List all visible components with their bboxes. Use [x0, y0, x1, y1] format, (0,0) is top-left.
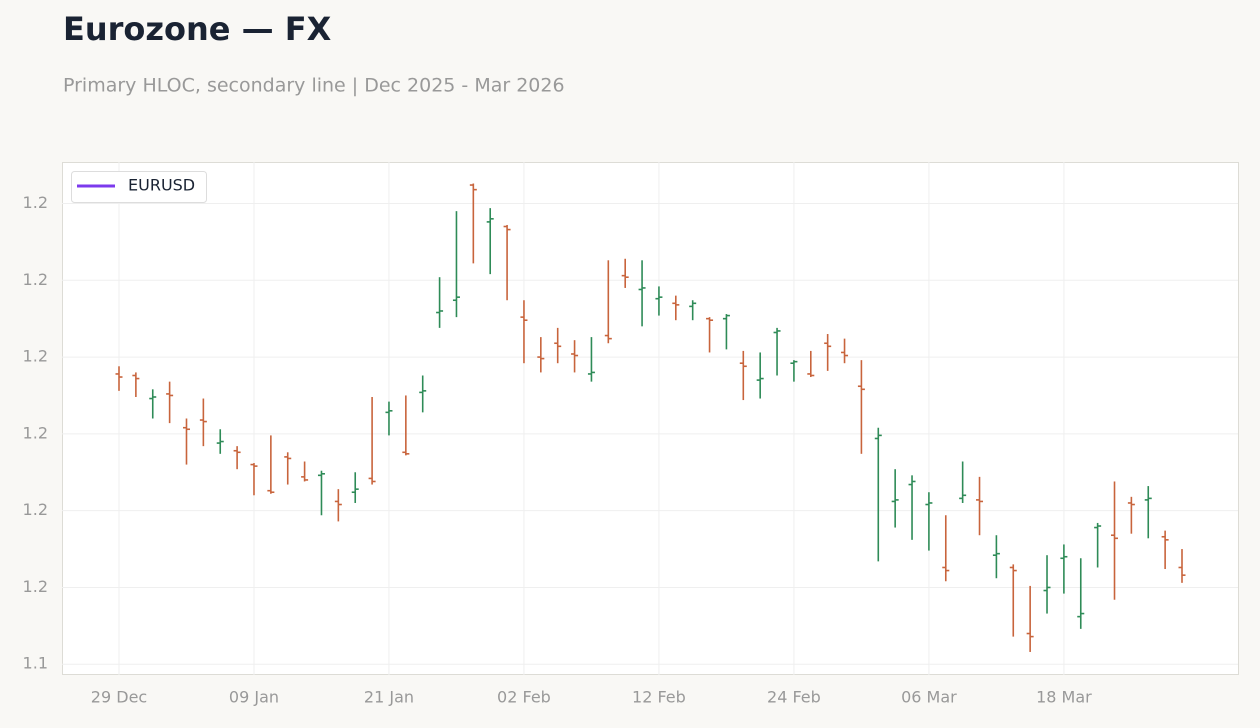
y-tick-label: 1.2	[23, 193, 48, 212]
y-tick-label: 1.2	[23, 347, 48, 366]
y-tick-label: 1.2	[23, 270, 48, 289]
x-tick-label: 09 Jan	[229, 688, 279, 707]
y-tick-label: 1.1	[23, 654, 48, 673]
chart-title: Eurozone — FX	[63, 10, 332, 48]
y-tick-label: 1.2	[23, 577, 48, 596]
legend-label: EURUSD	[128, 176, 195, 195]
x-tick-label: 21 Jan	[364, 688, 414, 707]
x-tick-label: 06 Mar	[901, 688, 957, 707]
y-tick-label: 1.2	[23, 423, 48, 442]
chart-subtitle: Primary HLOC, secondary line | Dec 2025 …	[63, 75, 565, 97]
x-tick-label: 29 Dec	[91, 688, 147, 707]
x-tick-label: 12 Feb	[632, 688, 686, 707]
x-tick-label: 18 Mar	[1036, 688, 1092, 707]
x-tick-label: 02 Feb	[497, 688, 551, 707]
y-tick-label: 1.2	[23, 500, 48, 519]
plot-area	[62, 162, 1239, 675]
legend-box	[71, 171, 207, 203]
x-tick-label: 24 Feb	[767, 688, 821, 707]
